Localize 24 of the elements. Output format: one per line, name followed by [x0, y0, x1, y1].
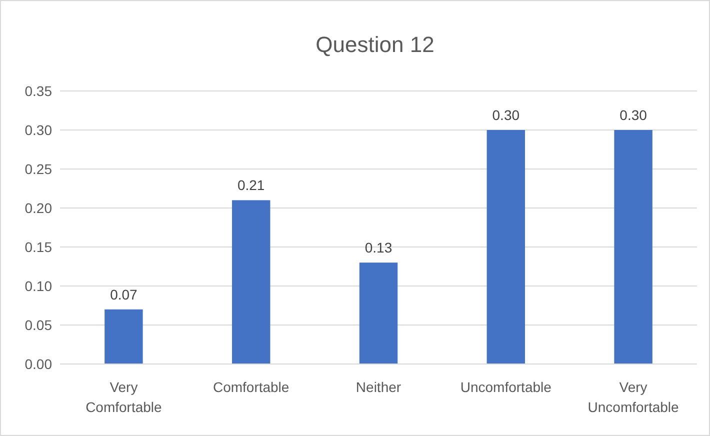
bar [359, 262, 398, 364]
x-tick-label: Very Comfortable [86, 379, 162, 415]
x-tick-label: Very Uncomfortable [588, 379, 680, 415]
y-tick-label: 0.20 [24, 200, 52, 216]
data-label: 0.21 [237, 177, 265, 194]
x-tick-label: Comfortable [212, 379, 290, 395]
data-label: 0.30 [492, 107, 520, 123]
y-tick-label: 0.30 [24, 122, 52, 138]
data-label: 0.30 [620, 107, 648, 123]
data-label: 0.07 [110, 286, 138, 302]
bar [232, 200, 270, 364]
y-tick-label: 0.35 [24, 82, 52, 99]
bar [614, 130, 652, 364]
data-label: 0.13 [364, 240, 392, 256]
x-tick-label: Neither [356, 379, 402, 395]
bar [104, 309, 143, 364]
y-tick-label: 0.10 [24, 278, 52, 294]
y-tick-label: 0.05 [24, 316, 52, 333]
x-tick-label: Uncomfortable [460, 379, 552, 395]
y-tick-label: 0.00 [24, 356, 52, 372]
y-tick-label: 0.25 [24, 160, 52, 177]
y-tick-label: 0.15 [24, 238, 52, 255]
bar [486, 130, 526, 364]
chart-title: Question 12 [316, 32, 434, 57]
